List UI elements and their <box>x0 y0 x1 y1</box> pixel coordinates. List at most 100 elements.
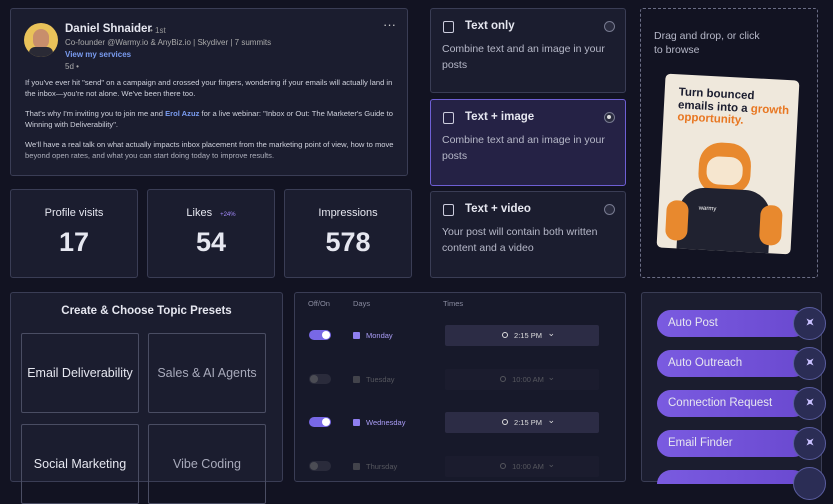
sparkle <box>803 395 817 409</box>
post-type-option[interactable]: Text only Combine text and an image in yo… <box>430 8 626 93</box>
headline: Co-founder @Warmy.io & AnyBiz.io | Skydi… <box>65 38 272 47</box>
schedule-row: Thursday 10:00 AM ⌄ <box>295 445 626 489</box>
type-description: Combine text and an image in your posts <box>442 43 605 71</box>
image-headline: Turn bounced emails into a growth opport… <box>677 86 793 129</box>
type-icon <box>443 21 454 33</box>
post-paragraph: That's why I'm inviting you to join me a… <box>25 108 397 130</box>
stat-label: Impressions <box>318 207 378 219</box>
toggle[interactable] <box>309 330 331 340</box>
schedule-row: Monday 2:15 PM ⌄ <box>295 314 626 358</box>
type-icon <box>443 112 454 124</box>
type-title: Text only <box>465 20 515 32</box>
uploaded-image: Turn bounced emails into a growth opport… <box>656 73 800 255</box>
toggle-knob <box>322 418 330 426</box>
schedule-panel: Off/On Days Times Monday 2:15 PM ⌄ Tuesday 10:0… <box>294 292 626 482</box>
action-button[interactable]: Auto Post <box>657 307 826 340</box>
sparkle-icon <box>793 467 826 500</box>
time-select[interactable]: 2:15 PM ⌄ <box>445 412 599 433</box>
type-icon <box>443 204 454 216</box>
action-label: Email Finder <box>668 437 733 449</box>
radio[interactable] <box>604 21 615 32</box>
action-button[interactable]: Email Finder <box>657 427 826 460</box>
schedule-row: Wednesday 2:15 PM ⌄ <box>295 401 626 445</box>
calendar-icon <box>353 375 360 383</box>
preset-option[interactable]: Social Marketing <box>21 424 139 504</box>
post-time: 5d • <box>65 62 79 71</box>
day: Wednesday <box>366 418 406 427</box>
toggle[interactable] <box>309 417 331 427</box>
presets-title: Create & Choose Topic Presets <box>61 305 232 317</box>
mention[interactable]: Erol Azuz <box>165 109 200 118</box>
sparkle-icon <box>793 427 826 460</box>
headline-text: Turn bounced emails into a <box>677 86 755 115</box>
toggle[interactable] <box>309 373 331 384</box>
preset-option[interactable]: Sales & AI Agents <box>148 333 266 413</box>
calendar-icon <box>353 419 360 426</box>
stat-label: Profile visits <box>44 207 104 219</box>
time: 2:15 PM <box>514 418 542 427</box>
action-label: Auto Post <box>668 317 718 329</box>
sparkle-icon <box>793 347 826 380</box>
toggle-knob <box>310 461 318 470</box>
clock-icon <box>502 419 509 425</box>
action-button[interactable]: Connection Request <box>657 387 826 420</box>
sparkle <box>803 315 817 329</box>
stat-value: 578 <box>325 227 371 257</box>
clock-icon <box>500 462 507 469</box>
more-menu[interactable]: ··· <box>383 17 396 32</box>
clock-icon <box>500 375 507 382</box>
radio[interactable] <box>604 112 615 123</box>
type-description: Your post will contain both written cont… <box>442 226 598 254</box>
actions-panel: Auto Post Auto Outreach Connection Request… <box>641 292 826 500</box>
calendar-icon <box>353 462 360 470</box>
stat-change: +24% <box>220 212 236 218</box>
stat-label-row: Likes +24% <box>148 207 274 219</box>
stat-card: Profile visits 17 <box>10 189 138 278</box>
stat-value: 54 <box>195 227 227 257</box>
avatar <box>24 23 58 57</box>
post-type-option[interactable]: Text + image Combine text and an image in… <box>430 99 626 186</box>
time: 10:00 AM <box>512 374 544 384</box>
stat-value: 17 <box>58 227 90 257</box>
upload-hint: Drag and drop, or click to browse <box>654 30 760 56</box>
preset-option[interactable]: Email Deliverability <box>21 333 139 413</box>
chevron: ⌄ <box>547 415 555 425</box>
time-select[interactable]: 10:00 AM ⌄ <box>445 368 599 390</box>
post-type-option[interactable]: Text + video Your post will contain both … <box>430 191 626 278</box>
toggle[interactable] <box>309 460 331 471</box>
services-link[interactable]: View my services <box>65 50 132 59</box>
action-label: Auto Outreach <box>668 357 743 369</box>
shirt-brand: warmy <box>698 205 717 213</box>
text: If you've ever hit "send" on a campaign … <box>25 78 393 98</box>
type-title: Text + video <box>465 203 531 215</box>
time: 2:15 PM <box>514 331 542 340</box>
radio[interactable] <box>604 204 615 215</box>
calendar-icon <box>353 332 360 339</box>
day: Tuesday <box>366 374 395 384</box>
chevron: ⌄ <box>547 458 555 469</box>
sparkle-icon <box>793 307 826 340</box>
degree: • 1st <box>150 26 166 35</box>
time-select[interactable]: 10:00 AM ⌄ <box>445 455 599 477</box>
toggle-knob <box>322 331 330 339</box>
clock-icon <box>502 332 509 338</box>
type-description: Combine text and an image in your posts <box>442 134 605 162</box>
radio-dot <box>607 115 611 119</box>
day: Monday <box>366 331 393 340</box>
post-preview: Daniel Shnaider • 1st Co-founder @Warmy.… <box>10 8 408 176</box>
page: Daniel Shnaider • 1st Co-founder @Warmy.… <box>10 8 826 504</box>
preset-option[interactable]: Vibe Coding <box>148 424 266 504</box>
time-select[interactable]: 2:15 PM ⌄ <box>445 325 599 346</box>
action-button[interactable] <box>657 467 826 500</box>
action-button[interactable]: Auto Outreach <box>657 347 826 380</box>
action-label: Connection Request <box>668 397 773 409</box>
text: That's why I'm inviting you to join me a… <box>25 109 166 118</box>
time: 10:00 AM <box>512 461 544 471</box>
author-name[interactable]: Daniel Shnaider <box>65 23 152 35</box>
post-paragraph: If you've ever hit "send" on a campaign … <box>25 77 397 99</box>
presets-panel: Create & Choose Topic Presets Email Deli… <box>10 292 283 504</box>
toggle-knob <box>310 374 318 383</box>
upload-area[interactable]: Drag and drop, or click to browse Turn b… <box>640 8 818 278</box>
schedule-row: Tuesday 10:00 AM ⌄ <box>295 358 626 402</box>
day: Thursday <box>366 461 398 471</box>
